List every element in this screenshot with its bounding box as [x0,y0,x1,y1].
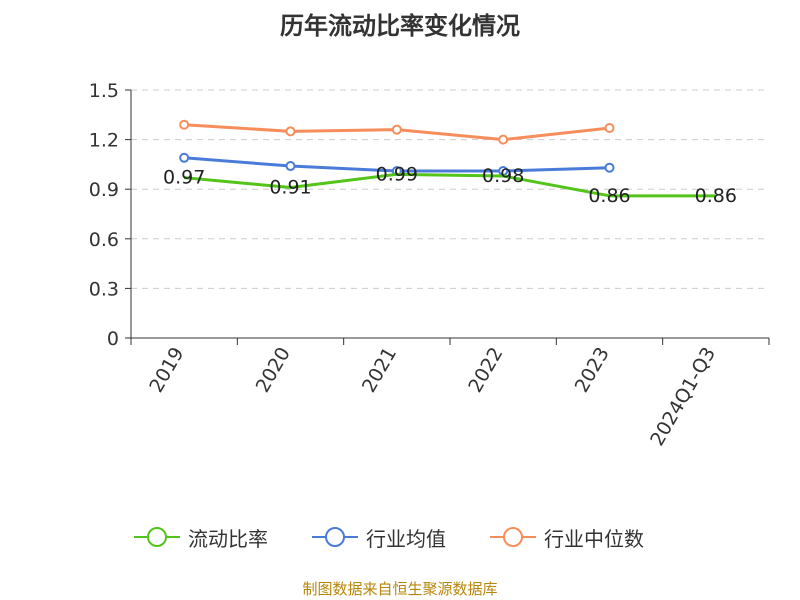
data-point [179,119,190,130]
legend-label: 行业中位数 [544,526,644,551]
legend-label: 流动比率 [188,526,268,551]
y-tick-label: 0.3 [89,278,119,300]
y-tick-label: 0.6 [89,229,119,251]
y-tick-label: 1.5 [89,80,119,102]
y-tick-label: 0 [107,328,119,350]
legend-label: 行业均值 [366,526,446,551]
legend-item-industry-median[interactable]: 行业中位数 [490,520,644,554]
data-point [285,126,296,137]
axes: 0 0.3 0.6 0.9 1.2 1.5 2019 2020 2021 2022 2023 2024… [89,80,770,450]
data-point [179,152,190,163]
data-point [391,124,402,135]
x-tick-label: 2021 [358,344,401,397]
data-label: 0.98 [482,165,524,187]
legend-line-icon [312,520,358,554]
legend-line-icon [490,520,536,554]
source-note: 制图数据来自恒生聚源数据库 [302,580,498,598]
series-layer [179,119,716,198]
chart-title: 历年流动比率变化情况 [280,12,520,40]
x-tick-label: 2023 [571,344,614,397]
x-tick-label: 2019 [145,344,188,397]
legend-item-current-ratio[interactable]: 流动比率 [134,520,268,554]
data-label: 0.86 [588,185,630,207]
data-point [604,123,615,134]
x-tick-label: 2024Q1-Q3 [646,344,720,450]
data-label: 0.86 [695,185,737,207]
series-line [184,172,716,198]
legend: 流动比率 行业均值 行业中位数 [0,520,800,554]
data-label: 0.91 [269,177,311,199]
x-tick-label: 2020 [252,344,295,397]
data-point [498,134,509,145]
grid-lines [131,89,769,289]
y-tick-label: 1.2 [89,130,119,152]
x-tick-label: 2022 [464,343,507,396]
data-point [604,162,615,173]
data-labels-layer: 0.97 0.91 0.99 0.98 0.86 0.86 [163,163,737,206]
data-point [285,161,296,172]
data-label: 0.99 [376,163,418,185]
y-tick-label: 0.9 [89,179,119,201]
legend-line-icon [134,520,180,554]
data-label: 0.97 [163,167,205,189]
legend-item-industry-mean[interactable]: 行业均值 [312,520,446,554]
